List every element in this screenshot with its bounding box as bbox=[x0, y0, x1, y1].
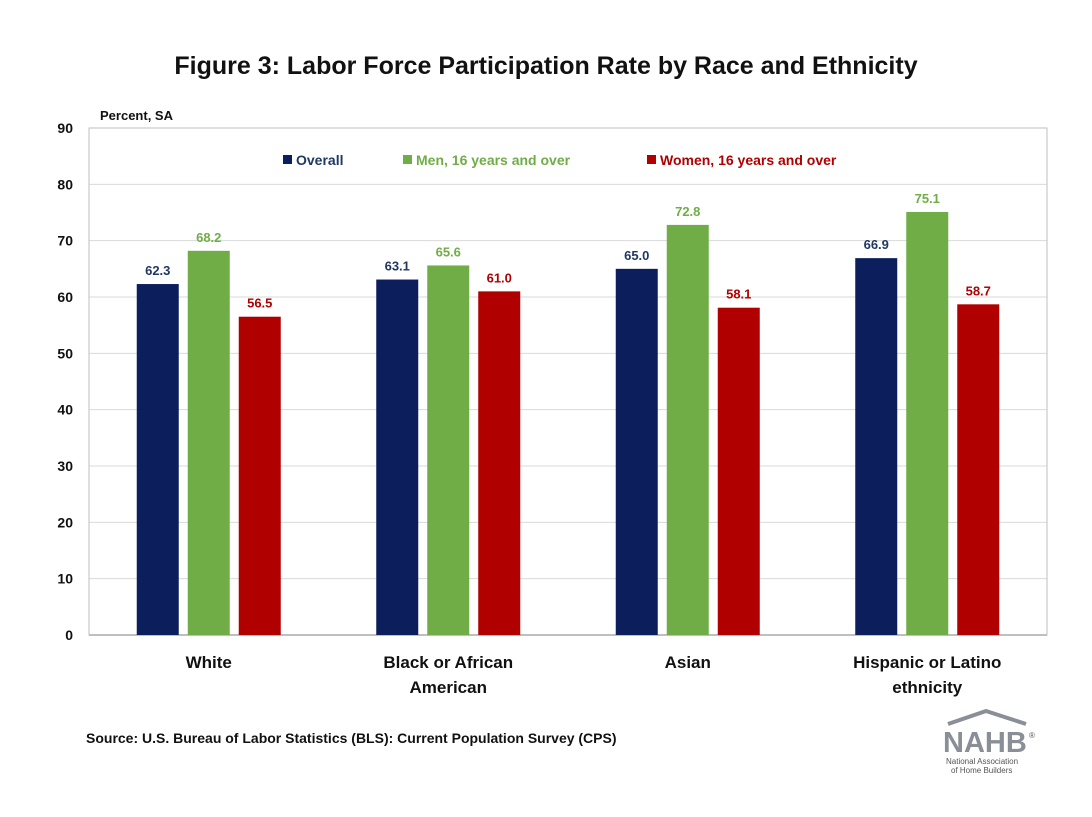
y-tick-label: 70 bbox=[57, 233, 73, 249]
legend: Overall Men, 16 years and over Women, 16 y… bbox=[283, 152, 837, 168]
y-tick-label: 60 bbox=[57, 289, 73, 305]
logo-registered-mark: ® bbox=[1029, 731, 1035, 740]
data-label: 72.8 bbox=[675, 204, 700, 219]
data-label: 61.0 bbox=[487, 270, 512, 285]
bar bbox=[855, 258, 898, 635]
y-tick-label: 90 bbox=[57, 120, 73, 136]
bar bbox=[957, 304, 1000, 635]
y-axis-ticks: 0 10 20 30 40 50 60 70 80 90 bbox=[57, 120, 73, 643]
bar bbox=[717, 307, 760, 635]
y-tick-label: 50 bbox=[57, 345, 73, 361]
chart-title: Figure 3: Labor Force Participation Rate… bbox=[174, 52, 917, 80]
data-label: 63.1 bbox=[385, 259, 410, 274]
data-label: 65.6 bbox=[436, 244, 461, 259]
y-axis-label: Percent, SA bbox=[100, 108, 174, 123]
data-labels: 62.3 63.1 65.0 66.9 68.2 65.6 72.8 75.1 56.5 61.0… bbox=[145, 191, 991, 311]
logo-tagline-line-1: National Association bbox=[946, 757, 1018, 766]
y-tick-label: 30 bbox=[57, 458, 73, 474]
bar bbox=[187, 250, 230, 635]
x-tick-label: ethnicity bbox=[892, 678, 962, 697]
bar bbox=[238, 316, 281, 635]
bar bbox=[376, 279, 419, 635]
legend-label: Overall bbox=[296, 152, 343, 168]
x-tick-label: Hispanic or Latino bbox=[853, 653, 1001, 672]
bar bbox=[906, 211, 949, 636]
x-tick-label: Asian bbox=[665, 653, 711, 672]
bar bbox=[136, 284, 179, 635]
y-tick-label: 40 bbox=[57, 402, 73, 418]
logo-tagline-line-2: of Home Builders bbox=[951, 766, 1012, 775]
bars bbox=[136, 211, 1000, 636]
gridlines bbox=[89, 183, 1047, 636]
data-label: 68.2 bbox=[196, 230, 221, 245]
legend-label: Men, 16 years and over bbox=[416, 152, 571, 168]
y-tick-label: 20 bbox=[57, 514, 73, 530]
y-tick-label: 0 bbox=[65, 627, 73, 643]
nahb-logo: NAHB ® National Association of Home Buil… bbox=[943, 709, 1035, 775]
x-tick-label: White bbox=[186, 653, 232, 672]
bar bbox=[427, 265, 470, 635]
logo-wordmark: NAHB bbox=[943, 727, 1027, 759]
data-label: 58.7 bbox=[966, 283, 991, 298]
plot-area-border bbox=[88, 127, 1048, 636]
bar bbox=[615, 268, 658, 635]
bar bbox=[478, 291, 521, 635]
logo-roof-icon bbox=[947, 709, 1027, 726]
legend-label: Women, 16 years and over bbox=[660, 152, 837, 168]
y-tick-label: 80 bbox=[57, 176, 73, 192]
x-axis-ticks: White Black or African American Asian Hispan… bbox=[186, 653, 1002, 697]
data-label: 65.0 bbox=[624, 248, 649, 263]
bar bbox=[666, 224, 709, 636]
data-label: 75.1 bbox=[915, 191, 940, 206]
data-label: 62.3 bbox=[145, 263, 170, 278]
x-tick-label: Black or African bbox=[383, 653, 513, 672]
legend-swatch bbox=[403, 155, 412, 164]
data-label: 56.5 bbox=[247, 296, 272, 311]
y-tick-label: 10 bbox=[57, 571, 73, 587]
x-tick-label: American bbox=[410, 678, 487, 697]
legend-swatch bbox=[647, 155, 656, 164]
legend-swatch bbox=[283, 155, 292, 164]
data-label: 66.9 bbox=[864, 237, 889, 252]
data-label: 58.1 bbox=[726, 287, 751, 302]
source-note: Source: U.S. Bureau of Labor Statistics … bbox=[86, 730, 617, 746]
